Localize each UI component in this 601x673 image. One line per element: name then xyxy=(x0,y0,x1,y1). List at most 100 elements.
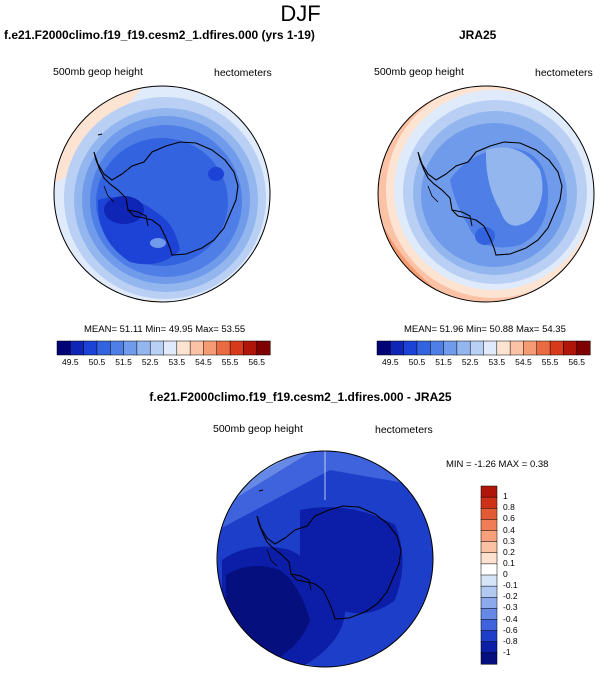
colorbar-tick-label: 0.3 xyxy=(503,535,515,546)
left-label-diff: 500mb geop height xyxy=(213,423,303,435)
colorbar-swatch xyxy=(576,340,591,356)
colorbar-swatch xyxy=(123,340,138,356)
map-panel-diff xyxy=(216,450,434,668)
map-panel-model xyxy=(53,85,271,303)
colorbar-tick-label: 55.5 xyxy=(541,357,559,367)
colorbar-swatch xyxy=(480,630,498,643)
colorbar-swatch xyxy=(480,563,498,576)
colorbar-swatch xyxy=(536,340,551,356)
colorbar-swatch xyxy=(480,574,498,587)
colorbar-swatch xyxy=(229,340,244,356)
colorbar-swatch xyxy=(136,340,151,356)
colorbar-tick-label: 54.5 xyxy=(195,357,212,367)
colorbar-swatch xyxy=(203,340,218,356)
map-field-model xyxy=(54,86,270,302)
map-panel-obs xyxy=(377,85,595,303)
colorbar-tick-label: 55.5 xyxy=(221,357,239,367)
colorbar-swatch xyxy=(480,652,498,665)
map-border-obs xyxy=(377,85,595,303)
colorbar-tick-label: 56.5 xyxy=(568,357,585,367)
coastline-antarctica-model xyxy=(93,133,239,256)
colorbar-tick-label: 0.4 xyxy=(503,524,515,535)
colorbar-tick-label: 0.1 xyxy=(503,557,515,568)
colorbar-tick-label: 53.5 xyxy=(168,357,186,367)
colorbar-tick-label: 51.5 xyxy=(435,357,452,367)
colorbar-tick-label: 49.5 xyxy=(62,357,79,367)
colorbar-swatch xyxy=(56,340,71,356)
colorbar-tick-label: 54.5 xyxy=(515,357,532,367)
colorbar-tick-label: 56.5 xyxy=(248,357,265,367)
colorbar-swatch xyxy=(480,508,498,520)
stats-model: MEAN= 51.11 Min= 49.95 Max= 53.55 xyxy=(84,324,246,335)
right-label-obs: hectometers xyxy=(535,67,593,79)
right-label-diff: hectometers xyxy=(375,424,433,436)
colorbar-swatch xyxy=(176,340,191,356)
colorbar-swatch xyxy=(480,597,498,609)
colorbar-tick-label: -0.6 xyxy=(503,624,518,635)
coastline-antarctica-obs xyxy=(417,141,563,256)
colorbar-swatch xyxy=(563,340,578,356)
colorbar-swatch xyxy=(416,340,431,356)
colorbar-swatch xyxy=(83,340,98,356)
colorbar-swatch xyxy=(456,340,471,356)
colorbar-tick-label: 0.8 xyxy=(503,502,515,513)
colorbar-tick-label: -0.1 xyxy=(503,580,518,591)
colorbar-tick-label: 52.5 xyxy=(141,357,159,367)
colorbar-swatch xyxy=(496,340,511,356)
map-border-diff xyxy=(216,450,434,668)
colorbar-swatch xyxy=(216,340,231,356)
colorbar-swatch xyxy=(189,340,204,356)
colorbar-model xyxy=(56,340,271,356)
colorbar-swatch xyxy=(480,541,498,554)
colorbar-swatch xyxy=(509,340,524,356)
colorbar-swatch xyxy=(110,340,125,356)
colorbar-swatch xyxy=(70,340,85,356)
colorbar-tick-label: 50.5 xyxy=(88,357,106,367)
colorbar-tick-label: -0.3 xyxy=(503,602,518,613)
colorbar-swatch xyxy=(549,340,564,356)
map-field-obs xyxy=(378,86,594,302)
colorbar-swatch xyxy=(480,519,498,532)
colorbar-swatch xyxy=(96,340,111,356)
left-label-obs: 500mb geop height xyxy=(374,66,464,78)
colorbar-tick-label: -0.4 xyxy=(503,613,518,624)
colorbar-swatch xyxy=(523,340,538,356)
colorbar-tick-label: 50.5 xyxy=(408,357,426,367)
colorbar-swatch xyxy=(256,340,271,356)
colorbar-swatch xyxy=(480,552,498,565)
colorbar-swatch xyxy=(163,340,178,356)
colorbar-tick-label: -1 xyxy=(503,646,511,657)
stats-obs: MEAN= 51.96 Min= 50.88 Max= 54.35 xyxy=(404,324,566,335)
colorbar-swatch xyxy=(469,340,485,356)
stats-diff: MIN = -1.26 MAX = 0.38 xyxy=(446,459,549,470)
colorbar-obs xyxy=(376,340,591,356)
colorbar-swatch xyxy=(480,496,498,509)
panel-title-obs: JRA25 xyxy=(459,28,497,42)
colorbar-swatch xyxy=(480,530,498,543)
colorbar-tick-label: 1 xyxy=(503,491,508,502)
left-label-model: 500mb geop height xyxy=(53,66,143,78)
colorbar-swatch xyxy=(430,340,445,356)
colorbar-tick-label: 0.2 xyxy=(503,546,515,557)
colorbar-swatch xyxy=(483,340,498,356)
right-label-model: hectometers xyxy=(214,67,272,79)
colorbar-tick-label: 53.5 xyxy=(488,357,506,367)
colorbar-swatch xyxy=(376,340,391,356)
colorbar-tick-label: 51.5 xyxy=(115,357,132,367)
colorbar-swatch xyxy=(243,340,258,356)
colorbar-tick-label: -0.2 xyxy=(503,591,518,602)
colorbar-swatch xyxy=(480,619,498,632)
colorbar-tick-label: -0.8 xyxy=(503,635,518,646)
colorbar-swatch xyxy=(403,340,418,356)
colorbar-swatch xyxy=(390,340,405,356)
colorbar-tick-label: 0 xyxy=(503,569,508,579)
colorbar-swatch xyxy=(443,340,458,356)
coastline-antarctica-diff xyxy=(256,489,402,620)
colorbar-diff xyxy=(480,485,498,665)
colorbar-swatch xyxy=(480,585,498,598)
map-border-model xyxy=(53,85,271,303)
colorbar-tick-label: 52.5 xyxy=(461,357,479,367)
panel-title-model: f.e21.F2000climo.f19_f19.cesm2_1.dfires.… xyxy=(4,28,315,42)
figure-title: DJF xyxy=(280,1,321,26)
